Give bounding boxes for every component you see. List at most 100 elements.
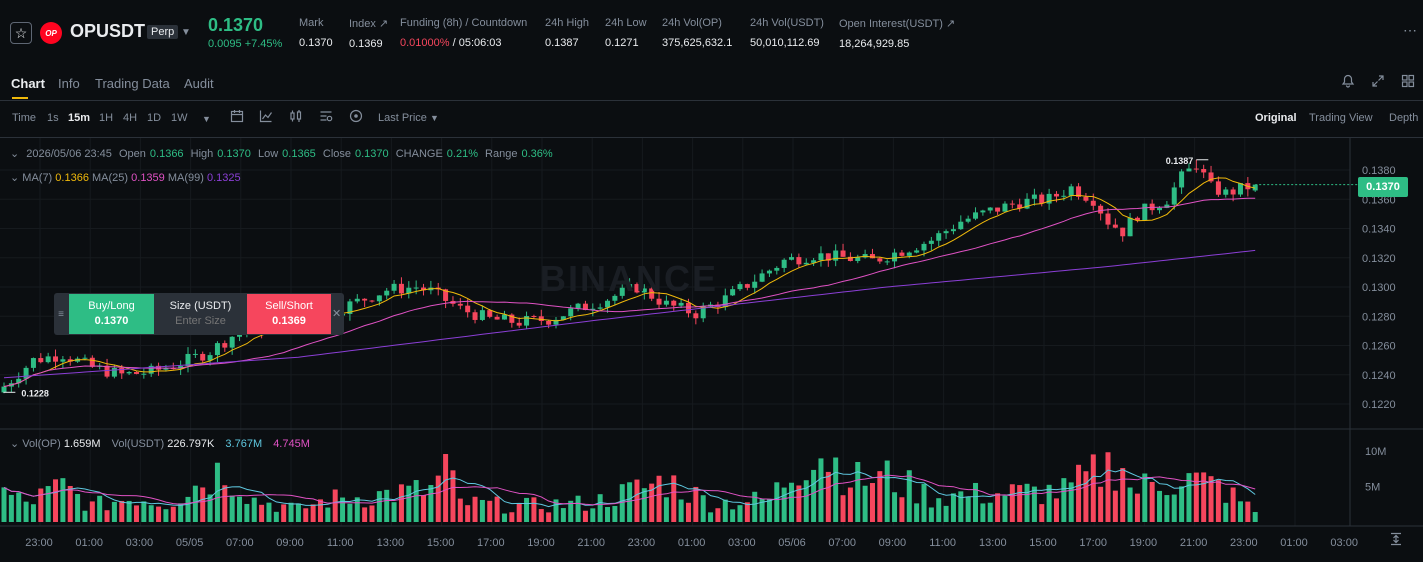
candle-body xyxy=(1164,204,1170,208)
price-axis-label: 0.1300 xyxy=(1362,282,1396,294)
time-axis-label: 23:00 xyxy=(1230,537,1258,549)
close-value: 0.1370 xyxy=(355,148,389,160)
view-depth[interactable]: Depth xyxy=(1389,112,1419,124)
tab-trading-data[interactable]: Trading Data xyxy=(95,76,170,91)
view-trading-view[interactable]: Trading View xyxy=(1309,112,1373,124)
quick-order-panel: ≡ Buy/Long 0.1370 Size (USDT) Sell/Short… xyxy=(54,293,344,335)
change-value: 0.21% xyxy=(446,148,478,160)
interval-1s[interactable]: 1s xyxy=(47,112,59,124)
candle-body xyxy=(1215,181,1221,195)
symbol-name[interactable]: OPUSDT xyxy=(70,21,146,41)
volume-bar xyxy=(575,495,581,522)
interval-1w[interactable]: 1W xyxy=(171,112,188,124)
candle-body xyxy=(53,356,59,362)
candle-body xyxy=(148,365,154,374)
candle-body xyxy=(457,303,463,306)
symbol-dropdown-icon[interactable]: ▼ xyxy=(181,27,191,38)
indicator-icon[interactable] xyxy=(259,109,273,126)
collapse-volume-icon[interactable] xyxy=(1389,532,1403,549)
volume-bar xyxy=(811,469,817,522)
more-options-icon[interactable]: ⋯ xyxy=(1403,22,1418,38)
chart-settings-icon[interactable] xyxy=(319,109,333,126)
grid-layout-icon[interactable] xyxy=(1401,74,1415,91)
volume-bar xyxy=(1223,502,1229,522)
candle-body xyxy=(958,221,964,230)
stat-index[interactable]: Index ↗ 0.1369 xyxy=(349,17,388,50)
candle-body xyxy=(1039,194,1045,204)
calendar-icon[interactable] xyxy=(230,109,244,126)
candle-body xyxy=(597,307,603,309)
volume-bar xyxy=(1186,473,1192,522)
price-chart[interactable]: 0.1380 0.1360 0.1340 0.1320 0.1300 0.1280 0.12… xyxy=(0,138,1423,562)
volume-bar xyxy=(1252,512,1258,522)
stat-label: 24h Vol(OP) xyxy=(662,17,722,29)
candle-body xyxy=(1179,171,1185,188)
price-axis-label: 0.1320 xyxy=(1362,253,1396,265)
candle-body xyxy=(30,358,36,368)
volume-bar xyxy=(995,493,1001,522)
candle-body xyxy=(627,284,633,288)
buy-long-button[interactable]: Buy/Long 0.1370 xyxy=(69,294,154,334)
drag-handle-icon[interactable]: ≡ xyxy=(58,308,64,320)
candle-body xyxy=(413,287,419,289)
candle-body xyxy=(192,353,198,355)
candle-body xyxy=(398,283,404,294)
candle-body xyxy=(1112,224,1118,228)
tab-chart[interactable]: Chart xyxy=(11,76,45,91)
tab-info[interactable]: Info xyxy=(58,76,80,91)
volume-bar xyxy=(958,491,964,522)
target-icon[interactable] xyxy=(349,109,363,126)
candle-body xyxy=(369,300,375,302)
candle-body xyxy=(840,250,846,257)
candle-body xyxy=(214,343,220,356)
volume-bar xyxy=(391,502,397,522)
candle-body xyxy=(965,218,971,222)
stat-value: 0.1387 xyxy=(545,37,579,49)
interval-4h[interactable]: 4H xyxy=(123,112,138,124)
view-original[interactable]: Original xyxy=(1255,112,1297,124)
bell-icon[interactable] xyxy=(1341,74,1355,91)
volume-bar xyxy=(656,475,662,522)
stat-open-interest[interactable]: Open Interest(USDT) ↗ 18,264,929.85 xyxy=(839,17,955,50)
volume-bar xyxy=(693,486,699,522)
price-type-select[interactable]: Last Price ▼ xyxy=(378,112,439,124)
volume-bar xyxy=(413,480,419,522)
chevron-down-icon[interactable]: ⌄ xyxy=(10,172,20,184)
chart-toolbar: Time 1s 15m 1H 4H 1D 1W ▼ Last Price ▼ O… xyxy=(0,101,1423,138)
volume-bar xyxy=(376,491,382,522)
interval-15m[interactable]: 15m xyxy=(68,112,91,124)
candle-body xyxy=(60,359,66,362)
interval-1d[interactable]: 1D xyxy=(147,112,162,124)
time-axis-label: 17:00 xyxy=(1079,537,1107,549)
volume-bar xyxy=(443,454,449,522)
candle-body xyxy=(443,289,449,301)
candle-body xyxy=(1105,213,1111,225)
time-axis-label: 13:00 xyxy=(979,537,1007,549)
close-icon[interactable]: ✕ xyxy=(332,308,342,320)
volume-bar xyxy=(700,495,706,522)
candle-body xyxy=(119,367,125,374)
candle-body xyxy=(1090,200,1096,206)
tab-audit[interactable]: Audit xyxy=(184,76,214,91)
volume-bar xyxy=(531,497,537,522)
volume-bar xyxy=(310,504,316,522)
volume-bar xyxy=(1179,486,1185,522)
volume-bar xyxy=(560,508,566,522)
favorite-star-icon[interactable]: ☆ xyxy=(10,22,32,44)
interval-dropdown-icon[interactable]: ▼ xyxy=(202,114,211,124)
chevron-down-icon[interactable]: ⌄ xyxy=(10,148,20,160)
volume-bar xyxy=(899,497,905,522)
candle-type-icon[interactable] xyxy=(289,109,303,126)
sell-short-button[interactable]: Sell/Short 0.1369 xyxy=(247,294,331,334)
time-axis-label: 07:00 xyxy=(828,537,856,549)
candle-body xyxy=(1230,189,1236,195)
volume-bar xyxy=(457,498,463,522)
expand-icon[interactable] xyxy=(1371,74,1385,91)
chevron-down-icon[interactable]: ⌄ xyxy=(10,438,20,450)
size-input[interactable] xyxy=(158,314,243,328)
low-label: Low xyxy=(257,148,279,160)
volume-bar xyxy=(847,487,853,522)
interval-1h[interactable]: 1H xyxy=(99,112,114,124)
size-label: Size (USDT) xyxy=(169,300,232,312)
candle-body xyxy=(619,287,625,296)
